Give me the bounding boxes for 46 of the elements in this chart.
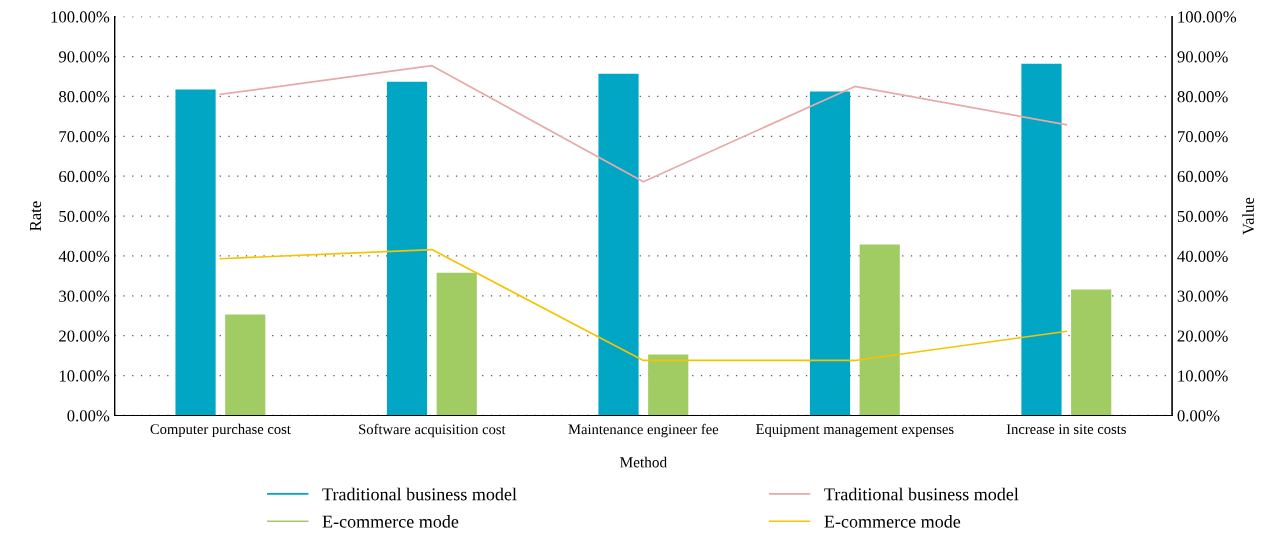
bar — [225, 314, 266, 416]
bar — [859, 244, 900, 416]
y-tick-label: 70.00% — [59, 130, 110, 143]
bar — [1021, 63, 1062, 416]
y-tick-label: 30.00% — [59, 290, 110, 302]
x-tick-label: Maintenance engineer fee — [568, 423, 719, 438]
x-tick-label: Computer purchase cost — [150, 423, 291, 438]
y-tick-label: 60.00% — [59, 170, 110, 183]
legend-label: E-commerce mode — [824, 515, 961, 528]
legend-label: Traditional business model — [322, 487, 517, 501]
y-tick-label: 20.00% — [59, 330, 110, 342]
y2-tick-label: 30.00% — [1177, 290, 1228, 302]
y2-tick-label: 40.00% — [1177, 250, 1228, 262]
bar — [648, 354, 689, 416]
y2-axis-title: Value — [1242, 197, 1255, 235]
legend-label: Traditional business model — [824, 487, 1019, 501]
x-tick-label: Equipment management expenses — [756, 424, 954, 438]
y-tick-label: 100.00% — [51, 11, 110, 23]
x-axis-title: Method — [620, 456, 667, 468]
x-tick-label: Increase in site costs — [1006, 424, 1126, 435]
y2-tick-label: 20.00% — [1177, 330, 1228, 342]
y2-tick-label: 90.00% — [1177, 51, 1228, 63]
bar — [386, 81, 428, 416]
y-tick-label: 10.00% — [59, 370, 110, 382]
y2-tick-label: 70.00% — [1178, 130, 1228, 143]
y2-tick-label: 50.00% — [1177, 210, 1228, 223]
bar — [175, 89, 216, 416]
line-series — [219, 64, 1068, 183]
y-tick-label: 80.00% — [59, 91, 110, 103]
legend-label: E-commerce mode — [322, 515, 459, 528]
y2-tick-label: 100.00% — [1178, 11, 1237, 23]
bar — [809, 91, 851, 416]
line-series — [219, 248, 1068, 362]
y2-tick-label: 0.00% — [1177, 410, 1220, 422]
y-tick-label: 40.00% — [58, 250, 110, 262]
x-tick-label: Software acquisition cost — [359, 423, 506, 438]
y2-tick-label: 10.00% — [1178, 370, 1228, 382]
y-tick-label: 0.00% — [67, 410, 110, 422]
bar — [1071, 289, 1112, 416]
y2-tick-label: 80.00% — [1177, 91, 1228, 103]
y2-tick-label: 60.00% — [1177, 170, 1228, 183]
y-axis-title: Rate — [30, 201, 42, 231]
y-tick-label: 90.00% — [58, 51, 110, 63]
bar — [436, 272, 477, 416]
y-tick-label: 50.00% — [59, 210, 110, 223]
bar — [598, 73, 639, 416]
